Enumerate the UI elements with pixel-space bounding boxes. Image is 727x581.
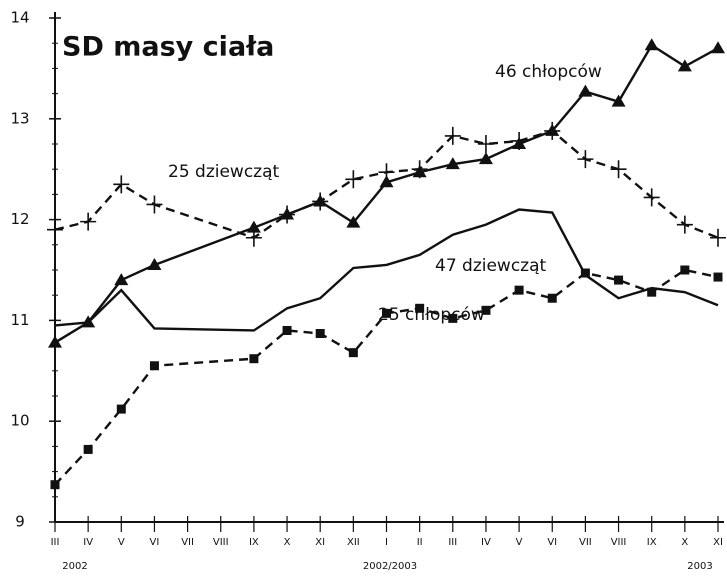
triangle-marker [478, 152, 493, 165]
x-tick-label: IV [83, 537, 93, 548]
series-label: 47 dziewcząt [435, 256, 547, 276]
x-tick-label: XI [713, 537, 723, 548]
x-tick-label: IV [481, 537, 491, 548]
x-tick-label: XII [347, 537, 360, 548]
plus-marker [345, 170, 362, 189]
plus-marker [610, 160, 627, 179]
plus-marker [113, 175, 130, 194]
x-group-label: 2002 [62, 561, 87, 572]
triangle-marker [711, 41, 725, 54]
square-marker [415, 303, 425, 313]
plus-marker [444, 126, 461, 145]
square-marker [50, 480, 60, 490]
plus-marker [146, 195, 163, 214]
square-marker [647, 287, 657, 297]
series-label: 25 chłopców [378, 305, 485, 325]
square-marker [116, 404, 126, 414]
triangle-marker [48, 335, 62, 348]
plus-marker [279, 205, 296, 224]
square-marker [315, 329, 325, 339]
triangle-marker [147, 257, 162, 270]
plus-marker [80, 212, 97, 231]
square-marker [713, 272, 723, 282]
x-tick-label: VIII [611, 537, 627, 548]
x-tick-label: IX [647, 537, 657, 548]
x-tick-label: X [284, 537, 291, 548]
plus-marker [245, 228, 262, 247]
y-tick-label: 12 [10, 210, 29, 228]
square-marker [680, 265, 690, 275]
x-tick-label: V [118, 537, 125, 548]
triangle-marker [677, 59, 692, 72]
triangle-marker [379, 175, 394, 188]
series-label: 46 chłopców [495, 62, 602, 82]
x-group-label: 2003 [687, 561, 712, 572]
x-tick-label: VIII [213, 537, 229, 548]
x-tick-label: III [448, 537, 457, 548]
square-marker [547, 293, 557, 303]
plus-marker [676, 215, 693, 234]
plus-marker [477, 135, 494, 153]
triangle-marker [346, 215, 361, 228]
plus-marker [544, 121, 561, 140]
square-marker [448, 313, 458, 323]
triangle-marker [644, 38, 659, 51]
x-tick-label: XI [315, 537, 325, 548]
square-marker [481, 305, 491, 315]
y-tick-label: 9 [15, 513, 25, 531]
triangle-marker [611, 94, 626, 107]
x-tick-label: VI [547, 537, 557, 548]
triangle-marker [578, 84, 593, 97]
plus-marker [511, 131, 528, 150]
plus-marker [411, 160, 428, 179]
y-tick-label: 13 [10, 109, 29, 127]
x-tick-label: II [417, 537, 423, 548]
x-tick-label: III [51, 537, 60, 548]
x-group-label: 2002/2003 [363, 561, 417, 572]
triangle-marker [114, 273, 129, 286]
plus-marker [378, 163, 395, 182]
square-marker [580, 268, 590, 278]
square-marker [149, 361, 159, 371]
series-line [54, 208, 719, 332]
square-marker [282, 325, 292, 335]
x-tick-label: V [516, 537, 523, 548]
plus-marker [577, 150, 594, 169]
square-marker [614, 275, 624, 285]
x-tick-label: VII [181, 537, 194, 548]
plus-marker [47, 220, 63, 239]
x-tick-label: VII [579, 537, 592, 548]
triangle-marker [246, 220, 261, 233]
x-tick-label: IX [249, 537, 259, 548]
plus-marker [710, 228, 726, 247]
x-tick-label: X [681, 537, 688, 548]
chart-title: SD masy ciała [62, 32, 274, 63]
y-tick-label: 10 [10, 412, 29, 430]
series-line [54, 268, 719, 486]
y-tick-label: 14 [10, 9, 29, 27]
x-tick-label: VI [150, 537, 160, 548]
series-label: 25 dziewcząt [168, 162, 280, 182]
x-tick-label: I [385, 537, 388, 548]
plus-marker [643, 188, 660, 207]
y-tick-label: 11 [10, 311, 29, 329]
square-marker [514, 285, 524, 295]
square-marker [249, 354, 259, 364]
square-marker [83, 444, 93, 454]
plus-marker [312, 192, 329, 211]
triangle-marker [445, 157, 460, 170]
square-marker [382, 308, 391, 318]
square-marker [348, 348, 358, 358]
